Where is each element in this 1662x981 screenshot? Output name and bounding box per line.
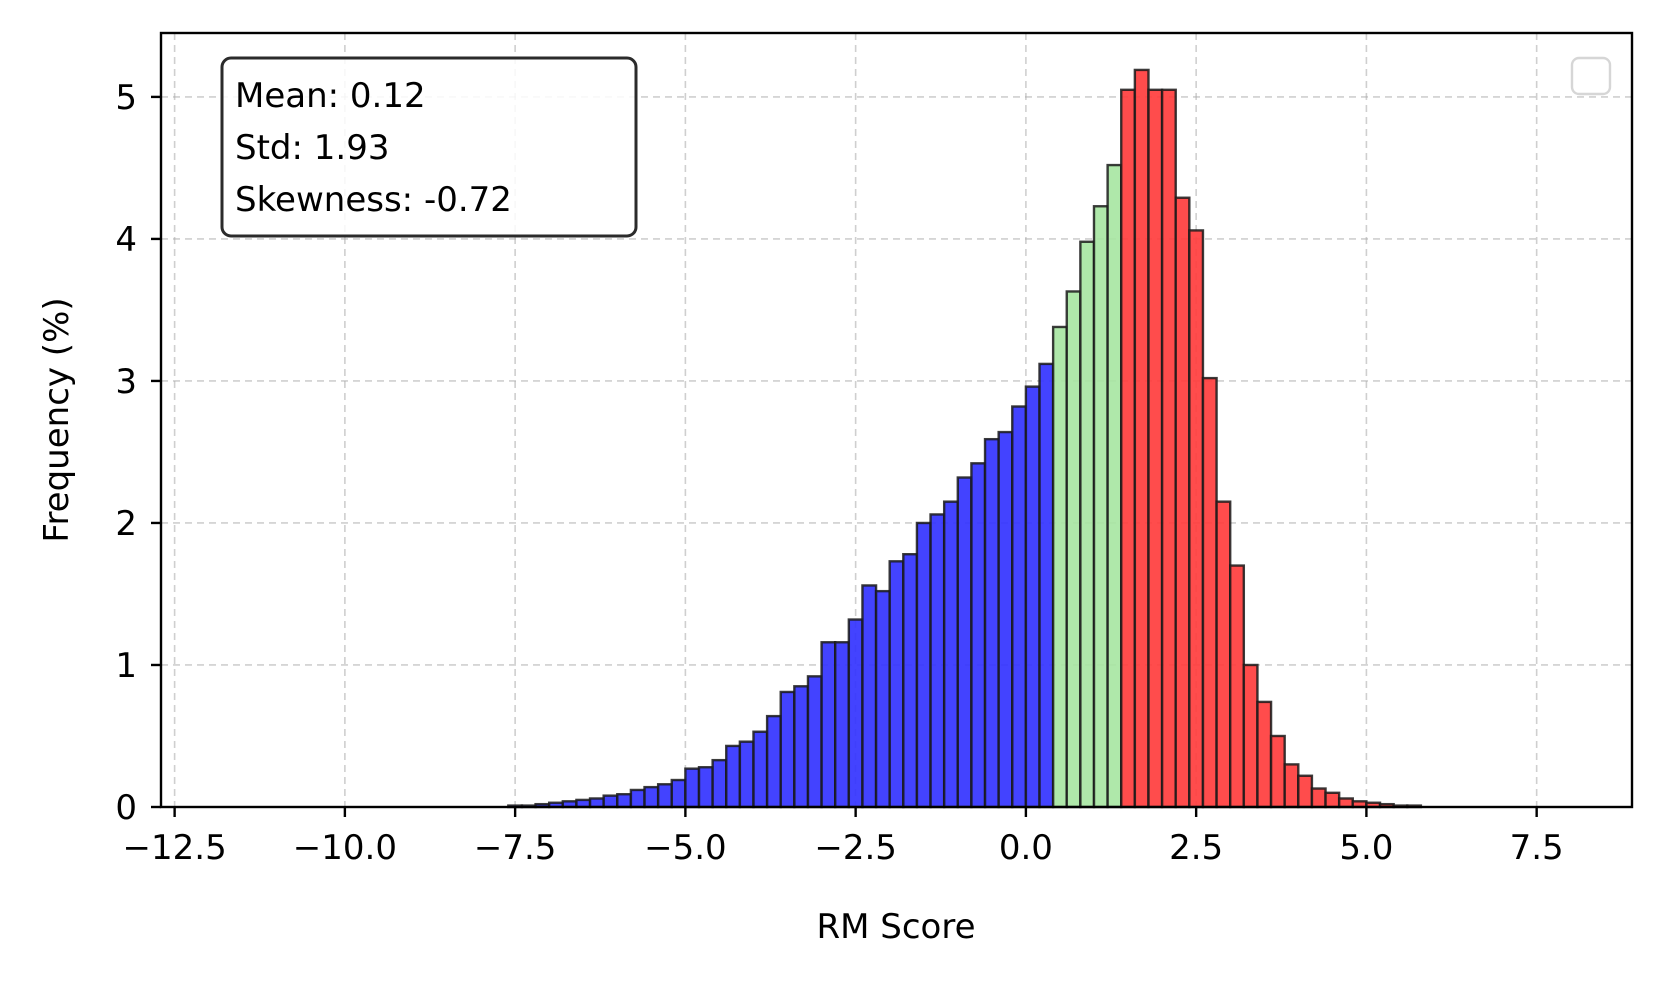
histogram-bar bbox=[1201, 376, 1218, 809]
stats-annotation-box: Mean: 0.12 Std: 1.93 Skewness: -0.72 bbox=[220, 56, 638, 238]
x-tick-label: −7.5 bbox=[474, 828, 557, 868]
histogram-bar bbox=[1079, 240, 1096, 809]
histogram-bar bbox=[793, 685, 810, 809]
histogram-bar bbox=[1188, 229, 1205, 809]
y-axis-title: Frequency (%) bbox=[37, 297, 77, 542]
y-tick-label: 5 bbox=[115, 78, 137, 118]
histogram-bar bbox=[970, 462, 987, 809]
histogram-bar bbox=[820, 641, 837, 809]
histogram-bar bbox=[1106, 163, 1123, 809]
histogram-bar bbox=[752, 730, 769, 809]
ticks-layer: −12.5 −10.0 −7.5 −5.0 −2.5 0.0 2.5 5.0 7.5 0 1 2 3 4 5 bbox=[115, 78, 1563, 868]
histogram-bar bbox=[1092, 205, 1109, 809]
histogram-bar bbox=[1310, 787, 1327, 809]
histogram-bar bbox=[643, 785, 660, 809]
histogram-bar bbox=[983, 437, 1000, 809]
histogram-bar bbox=[711, 758, 728, 809]
y-tick-label: 2 bbox=[115, 504, 137, 544]
y-tick-label: 0 bbox=[115, 788, 137, 828]
histogram-bar bbox=[806, 675, 823, 809]
histogram-bar bbox=[1065, 290, 1082, 809]
histogram-bar bbox=[929, 513, 946, 809]
histogram-bar bbox=[902, 553, 919, 809]
histogram-bar bbox=[1174, 196, 1191, 809]
x-tick-label: 7.5 bbox=[1510, 828, 1564, 868]
stats-mean-text: Mean: 0.12 bbox=[235, 76, 426, 116]
x-tick-label: −12.5 bbox=[123, 828, 227, 868]
bars-layer bbox=[507, 68, 1423, 809]
histogram-bar bbox=[1228, 564, 1246, 809]
histogram-bar bbox=[1133, 68, 1150, 809]
histogram-bar bbox=[915, 521, 932, 809]
histogram-bar bbox=[861, 584, 878, 809]
histogram-bar bbox=[874, 589, 891, 809]
x-tick-label: −10.0 bbox=[293, 828, 397, 868]
empty-legend-box bbox=[1570, 56, 1612, 96]
histogram-bar bbox=[1215, 500, 1232, 809]
histogram-bar bbox=[1051, 325, 1068, 809]
histogram-bar bbox=[738, 740, 755, 809]
stats-skewness-text: Skewness: -0.72 bbox=[235, 180, 512, 220]
histogram-bar bbox=[942, 500, 959, 809]
histogram-bar bbox=[602, 794, 619, 809]
histogram-bar bbox=[847, 618, 864, 809]
histogram-bar bbox=[1011, 405, 1028, 809]
histogram-bar bbox=[616, 793, 633, 809]
histogram-bar bbox=[1297, 774, 1314, 809]
stats-box-frame bbox=[220, 56, 638, 238]
x-tick-label: 2.5 bbox=[1169, 828, 1223, 868]
histogram-bar bbox=[1120, 88, 1137, 809]
histogram-bar bbox=[779, 690, 796, 809]
y-tick-label: 3 bbox=[115, 362, 137, 402]
histogram-bar bbox=[1269, 734, 1286, 809]
histogram-bar bbox=[588, 797, 605, 809]
histogram-bar bbox=[997, 430, 1014, 809]
histogram-bar bbox=[629, 788, 646, 809]
histogram-bar bbox=[956, 476, 973, 809]
histogram-bar bbox=[1147, 88, 1164, 809]
histogram-bar bbox=[1283, 763, 1300, 809]
x-tick-label: −2.5 bbox=[814, 828, 897, 868]
x-tick-label: −5.0 bbox=[644, 828, 727, 868]
histogram-bar bbox=[1160, 88, 1177, 809]
histogram-bar bbox=[1256, 700, 1273, 809]
x-tick-label: 5.0 bbox=[1339, 828, 1393, 868]
histogram-bar bbox=[670, 778, 687, 809]
histogram-bar bbox=[1242, 663, 1259, 809]
x-tick-label: 0.0 bbox=[999, 828, 1053, 868]
histogram-bar bbox=[888, 560, 905, 809]
x-axis-title: RM Score bbox=[817, 907, 976, 947]
y-tick-label: 4 bbox=[115, 220, 137, 260]
histogram-bar bbox=[765, 714, 782, 809]
histogram-bar bbox=[725, 744, 742, 809]
plot-frame bbox=[159, 31, 1634, 809]
stats-std-text: Std: 1.93 bbox=[235, 128, 389, 168]
histogram-bar bbox=[834, 641, 851, 809]
histogram-bar bbox=[1337, 797, 1354, 809]
histogram-bar bbox=[1024, 385, 1041, 809]
histogram-bar bbox=[697, 766, 714, 809]
histogram-bar bbox=[1038, 362, 1055, 809]
y-tick-label: 1 bbox=[115, 646, 137, 686]
histogram-bar bbox=[1324, 791, 1341, 809]
histogram-bar bbox=[684, 767, 701, 809]
histogram-bar bbox=[656, 783, 673, 809]
